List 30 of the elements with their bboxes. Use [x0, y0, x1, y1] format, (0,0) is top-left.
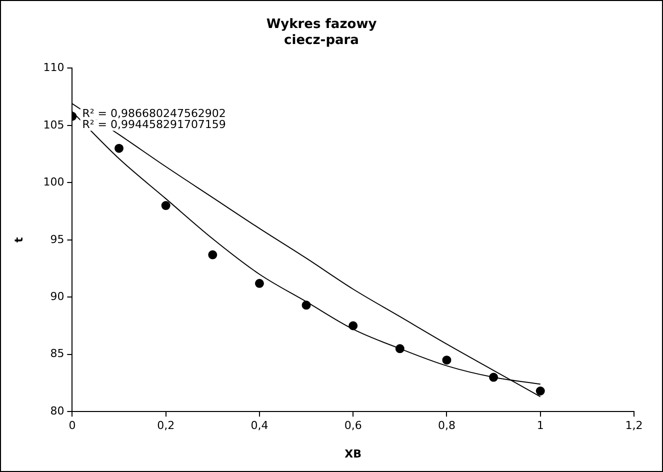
chart-title: Wykres fazowy — [266, 17, 378, 32]
y-tick-label: 100 — [43, 176, 64, 189]
point — [536, 386, 545, 396]
x-axis-title: XB — [344, 447, 362, 460]
point — [348, 321, 358, 330]
point — [208, 250, 218, 260]
point — [161, 201, 170, 210]
point — [395, 344, 404, 354]
annotation: R² = 0,986680247562902 — [82, 107, 226, 120]
point — [442, 356, 452, 365]
y-tick-label: 105 — [43, 118, 64, 132]
x-tick-label: 0,4 — [250, 419, 268, 432]
x-tick-label: 1 — [536, 419, 544, 432]
y-tick-label: 85 — [50, 347, 64, 360]
y-tick-label: 90 — [50, 290, 64, 303]
y-tick-label: 95 — [50, 232, 64, 246]
point — [489, 372, 498, 382]
x-tick-label: 0 — [68, 419, 76, 432]
point — [302, 300, 311, 310]
y-tick-label: 110 — [43, 61, 64, 74]
y-tick-label: 80 — [50, 404, 64, 418]
point — [254, 278, 264, 288]
x-tick-label: 0,2 — [157, 419, 175, 432]
x-tick-label: 0,8 — [438, 419, 456, 432]
y-axis-title: t — [12, 237, 26, 243]
point — [114, 144, 124, 153]
annotation: R² = 0,994458291707159 — [82, 118, 226, 132]
x-tick-label: 1,2 — [625, 419, 643, 432]
x-tick-label: 0,6 — [344, 419, 362, 432]
chart-subtitle: ciecz-para — [284, 32, 359, 48]
